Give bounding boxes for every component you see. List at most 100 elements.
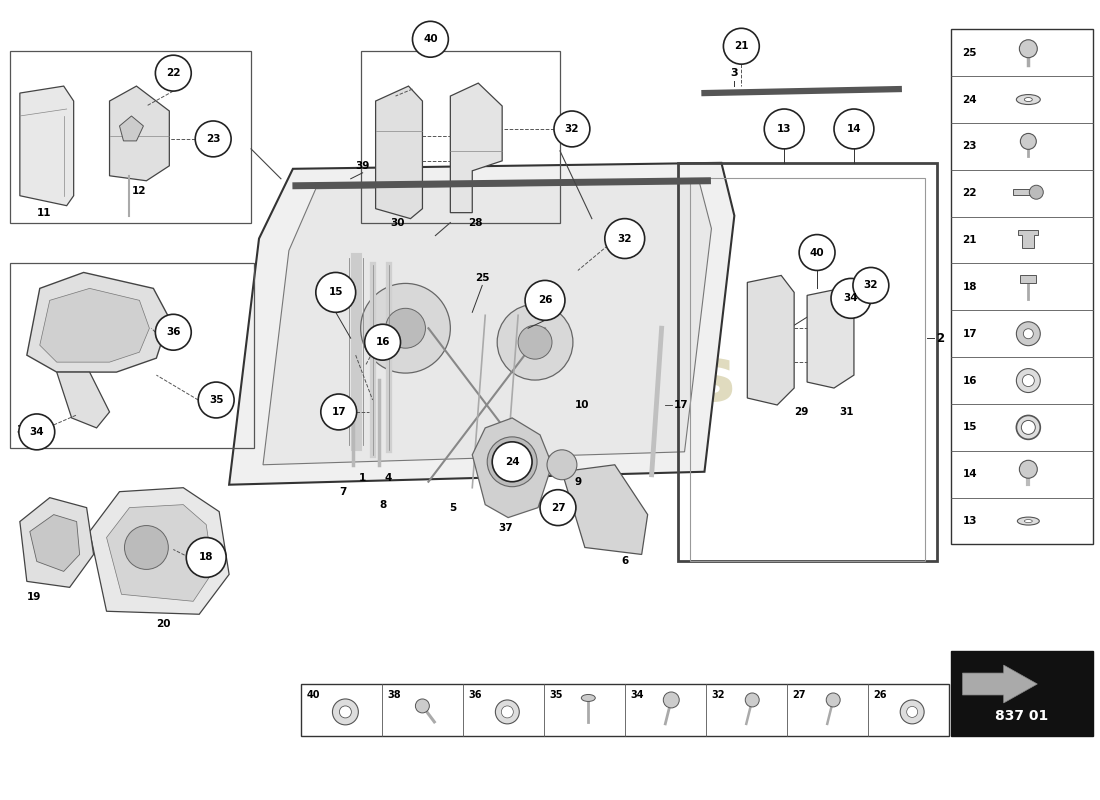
Circle shape [764, 109, 804, 149]
Text: 30: 30 [390, 218, 405, 228]
Circle shape [364, 324, 400, 360]
Text: 27: 27 [551, 502, 565, 513]
Text: euroeparts: euroeparts [263, 343, 737, 417]
Text: 13: 13 [962, 516, 977, 526]
Text: 25: 25 [962, 48, 977, 58]
Circle shape [1022, 374, 1034, 386]
Text: 17: 17 [674, 400, 689, 410]
Circle shape [487, 437, 537, 486]
Text: 24: 24 [505, 457, 519, 466]
Text: 36: 36 [469, 690, 482, 700]
Polygon shape [1019, 230, 1038, 248]
Circle shape [900, 700, 924, 724]
Polygon shape [562, 465, 648, 554]
Text: 8: 8 [379, 500, 386, 510]
Text: 7: 7 [339, 486, 346, 497]
Ellipse shape [1024, 98, 1032, 102]
Polygon shape [26, 273, 169, 372]
Text: 20: 20 [156, 619, 170, 630]
Text: 15: 15 [962, 422, 977, 433]
Text: 40: 40 [424, 34, 438, 44]
Text: 40: 40 [307, 690, 320, 700]
Circle shape [540, 490, 576, 526]
Polygon shape [229, 163, 735, 485]
Circle shape [19, 414, 55, 450]
Polygon shape [1013, 190, 1036, 195]
Circle shape [1016, 322, 1041, 346]
Text: 39: 39 [355, 161, 370, 171]
Ellipse shape [1018, 517, 1040, 525]
Polygon shape [110, 86, 169, 181]
Circle shape [525, 281, 565, 320]
Circle shape [799, 234, 835, 270]
Text: 34: 34 [844, 294, 858, 303]
Text: 19: 19 [26, 592, 41, 602]
Text: 9: 9 [574, 477, 582, 486]
Text: 37: 37 [498, 522, 513, 533]
Circle shape [605, 218, 645, 258]
Text: 23: 23 [962, 142, 977, 151]
Text: 13: 13 [777, 124, 791, 134]
Text: 34: 34 [630, 690, 645, 700]
Text: 26: 26 [538, 295, 552, 306]
Bar [301, 684, 948, 736]
Polygon shape [747, 275, 794, 405]
Circle shape [1020, 40, 1037, 58]
Polygon shape [20, 498, 94, 587]
Ellipse shape [1024, 519, 1032, 522]
Circle shape [724, 28, 759, 64]
Text: 12: 12 [132, 186, 146, 196]
Circle shape [1023, 329, 1033, 338]
Text: 29: 29 [794, 407, 808, 417]
Circle shape [1030, 186, 1043, 199]
Circle shape [492, 442, 532, 482]
Text: 40: 40 [810, 247, 824, 258]
Text: 15: 15 [329, 287, 343, 298]
Circle shape [518, 326, 552, 359]
Text: 28: 28 [468, 218, 483, 228]
Circle shape [495, 700, 519, 724]
Circle shape [1021, 134, 1036, 150]
Ellipse shape [1016, 94, 1041, 105]
Polygon shape [263, 182, 712, 465]
Polygon shape [40, 288, 150, 362]
Bar [10, 51, 251, 222]
Text: 10: 10 [574, 400, 590, 410]
Circle shape [906, 706, 917, 718]
Polygon shape [962, 665, 1037, 703]
Text: 21: 21 [734, 42, 749, 51]
Circle shape [332, 699, 359, 725]
Text: 32: 32 [617, 234, 632, 243]
Circle shape [386, 308, 426, 348]
Text: 6: 6 [621, 557, 628, 566]
Circle shape [663, 692, 679, 708]
Text: 26: 26 [873, 690, 887, 700]
Polygon shape [807, 288, 854, 388]
Circle shape [361, 283, 450, 373]
Text: 22: 22 [962, 188, 977, 198]
Polygon shape [89, 488, 229, 614]
Text: 16: 16 [962, 375, 977, 386]
Bar [950, 651, 1093, 736]
Circle shape [198, 382, 234, 418]
Text: 16: 16 [375, 338, 389, 347]
Polygon shape [30, 514, 79, 571]
Circle shape [1022, 421, 1035, 434]
Text: 22: 22 [166, 68, 180, 78]
Circle shape [155, 314, 191, 350]
Polygon shape [450, 83, 503, 213]
Circle shape [416, 699, 429, 713]
Circle shape [321, 394, 356, 430]
Text: 21: 21 [962, 235, 977, 245]
Text: 18: 18 [199, 553, 213, 562]
Circle shape [497, 304, 573, 380]
Text: 837 01: 837 01 [996, 709, 1048, 723]
Text: 17: 17 [331, 407, 346, 417]
Text: 1: 1 [359, 473, 366, 482]
Circle shape [746, 693, 759, 707]
Text: 32: 32 [864, 280, 878, 290]
Text: 14: 14 [847, 124, 861, 134]
Polygon shape [57, 372, 110, 428]
Circle shape [826, 693, 840, 707]
Text: 32: 32 [564, 124, 580, 134]
